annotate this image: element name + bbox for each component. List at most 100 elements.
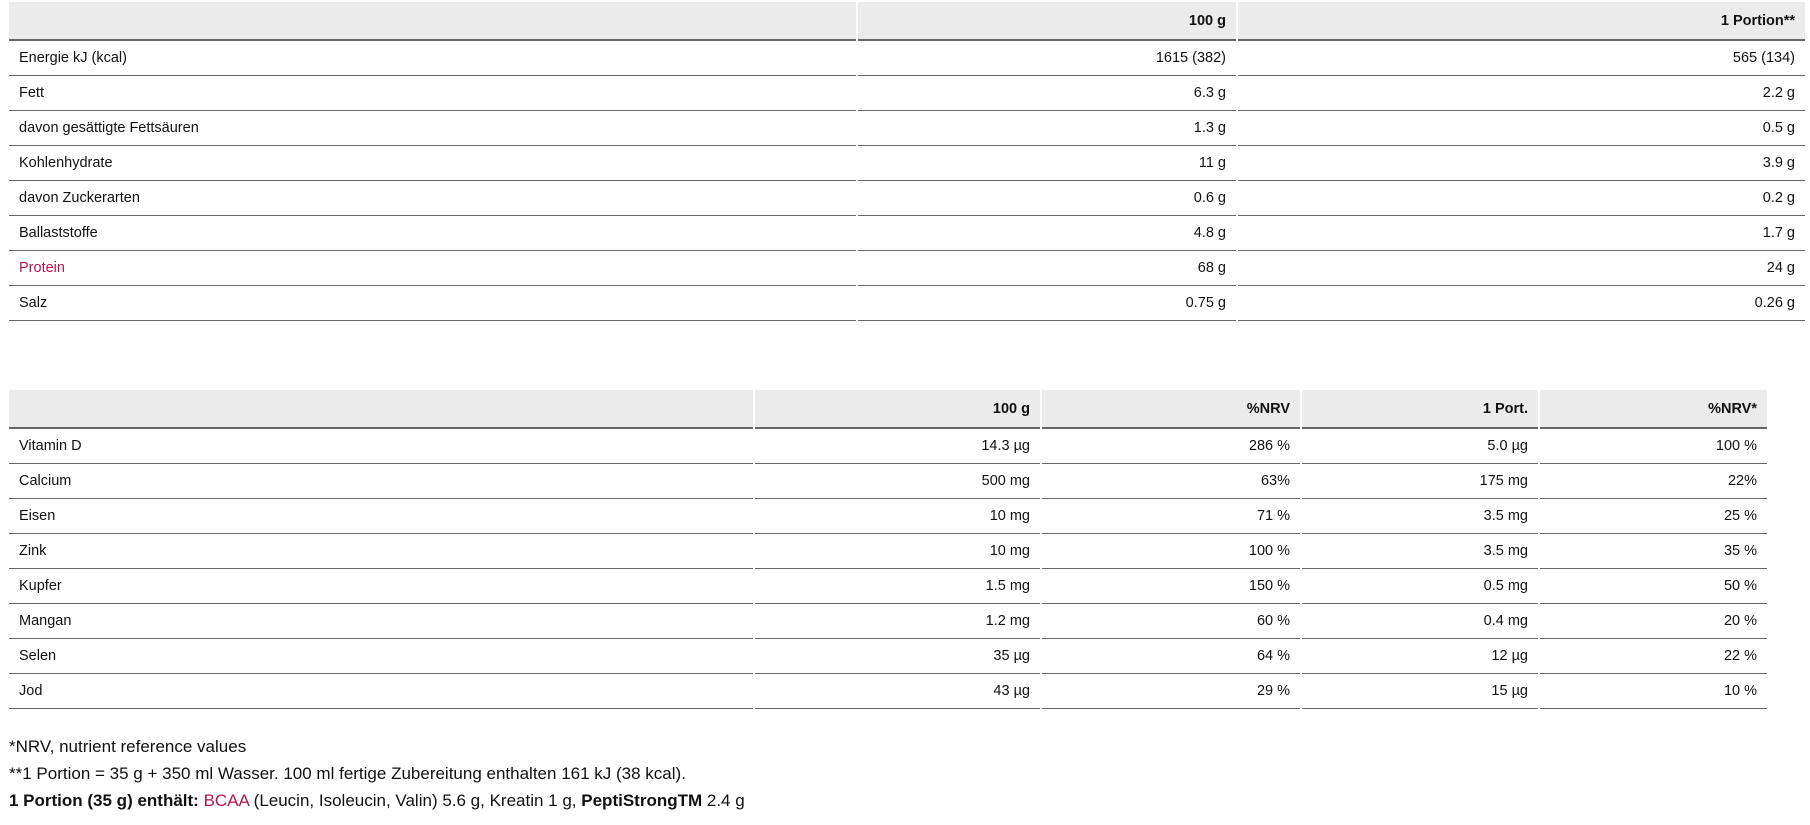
bcaa-detail: (Leucin, Isoleucin, Valin) 5.6 g, Kreati…: [248, 791, 582, 810]
peptistrong-label: PeptiStrongTM: [581, 791, 703, 810]
nutrient-value: 60 %: [1042, 604, 1300, 639]
table-row: Fett 6.3 g 2.2 g: [9, 76, 1805, 111]
header-cell: %NRV*: [1540, 390, 1767, 429]
nutrient-value: 5.0 µg: [1302, 429, 1538, 464]
nutrient-value: 1.2 mg: [755, 604, 1040, 639]
nutrient-value: 43 µg: [755, 674, 1040, 709]
nutrient-value: 100 %: [1540, 429, 1767, 464]
nutrient-name: Jod: [9, 674, 753, 709]
nutrient-name: Selen: [9, 639, 753, 674]
table-row: Zink 10 mg 100 % 3.5 mg 35 %: [9, 534, 1767, 569]
nutrient-value: 150 %: [1042, 569, 1300, 604]
nutrient-value: 2.2 g: [1238, 76, 1805, 111]
nutrient-value: 0.75 g: [858, 286, 1236, 321]
nutrient-value: 68 g: [858, 251, 1236, 286]
nutrient-value: 0.5 g: [1238, 111, 1805, 146]
nutrient-value: 100 %: [1042, 534, 1300, 569]
table-row: Eisen 10 mg 71 % 3.5 mg 25 %: [9, 499, 1767, 534]
nutrient-value: 25 %: [1540, 499, 1767, 534]
nutrient-name: Kupfer: [9, 569, 753, 604]
nutrient-value: 3.5 mg: [1302, 499, 1538, 534]
nutrient-value: 4.8 g: [858, 216, 1236, 251]
table-row: Mangan 1.2 mg 60 % 0.4 mg 20 %: [9, 604, 1767, 639]
nutrient-value: 12 µg: [1302, 639, 1538, 674]
nutrient-value: 14.3 µg: [755, 429, 1040, 464]
nutrient-value: 0.6 g: [858, 181, 1236, 216]
header-cell: [9, 390, 753, 429]
nutrient-value: 175 mg: [1302, 464, 1538, 499]
nutrient-name: davon Zuckerarten: [9, 181, 856, 216]
nutrient-name[interactable]: Protein: [9, 251, 856, 286]
table-row: Protein 68 g 24 g: [9, 251, 1805, 286]
nutrient-value: 565 (134): [1238, 41, 1805, 76]
vitamins-minerals-table: 100 g %NRV 1 Port. %NRV* Vitamin D 14.3 µ…: [7, 390, 1769, 709]
table-row: Kohlenhydrate 11 g 3.9 g: [9, 146, 1805, 181]
nutrient-name: Ballaststoffe: [9, 216, 856, 251]
nutrient-name: Salz: [9, 286, 856, 321]
contains-label: 1 Portion (35 g) enthält:: [9, 791, 199, 810]
nutrient-value: 10 %: [1540, 674, 1767, 709]
header-cell: [9, 2, 856, 41]
nutrient-name: Calcium: [9, 464, 753, 499]
nutrient-value: 24 g: [1238, 251, 1805, 286]
nutrient-value: 35 µg: [755, 639, 1040, 674]
table-row: Kupfer 1.5 mg 150 % 0.5 mg 50 %: [9, 569, 1767, 604]
nutrient-value: 6.3 g: [858, 76, 1236, 111]
nutrient-value: 63%: [1042, 464, 1300, 499]
nutrient-value: 22 %: [1540, 639, 1767, 674]
table-row: Energie kJ (kcal) 1615 (382) 565 (134): [9, 41, 1805, 76]
table-row: Jod 43 µg 29 % 15 µg 10 %: [9, 674, 1767, 709]
nutrient-value: 1.3 g: [858, 111, 1236, 146]
nutrient-value: 0.2 g: [1238, 181, 1805, 216]
table-row: Ballaststoffe 4.8 g 1.7 g: [9, 216, 1805, 251]
nutrient-value: 22%: [1540, 464, 1767, 499]
nutrition-table: 100 g 1 Portion** Energie kJ (kcal) 1615 …: [7, 2, 1807, 321]
header-cell: 100 g: [858, 2, 1236, 41]
table-header: 100 g %NRV 1 Port. %NRV*: [9, 390, 1767, 429]
table-row: Vitamin D 14.3 µg 286 % 5.0 µg 100 %: [9, 429, 1767, 464]
peptistrong-amount: 2.4 g: [702, 791, 745, 810]
nutrient-value: 3.5 mg: [1302, 534, 1538, 569]
nutrient-name: Energie kJ (kcal): [9, 41, 856, 76]
nutrient-value: 71 %: [1042, 499, 1300, 534]
nutrient-value: 20 %: [1540, 604, 1767, 639]
nutrient-value: 3.9 g: [1238, 146, 1805, 181]
nutrient-value: 10 mg: [755, 499, 1040, 534]
nutrient-value: 1615 (382): [858, 41, 1236, 76]
table-row: davon gesättigte Fettsäuren 1.3 g 0.5 g: [9, 111, 1805, 146]
nutrient-value: 29 %: [1042, 674, 1300, 709]
table-row: Calcium 500 mg 63% 175 mg 22%: [9, 464, 1767, 499]
nutrient-value: 64 %: [1042, 639, 1300, 674]
nutrient-name: davon gesättigte Fettsäuren: [9, 111, 856, 146]
nutrient-value: 0.26 g: [1238, 286, 1805, 321]
contains-footnote: 1 Portion (35 g) enthält: BCAA (Leucin, …: [9, 791, 745, 811]
nutrient-value: 50 %: [1540, 569, 1767, 604]
nutrient-name: Vitamin D: [9, 429, 753, 464]
nutrient-name: Eisen: [9, 499, 753, 534]
portion-footnote: **1 Portion = 35 g + 350 ml Wasser. 100 …: [9, 764, 686, 783]
table-header: 100 g 1 Portion**: [9, 2, 1805, 41]
nutrient-value: 10 mg: [755, 534, 1040, 569]
table-row: Selen 35 µg 64 % 12 µg 22 %: [9, 639, 1767, 674]
table-row: Salz 0.75 g 0.26 g: [9, 286, 1805, 321]
nutrient-value: 15 µg: [1302, 674, 1538, 709]
nrv-footnote: *NRV, nutrient reference values: [9, 737, 247, 756]
table-row: davon Zuckerarten 0.6 g 0.2 g: [9, 181, 1805, 216]
nutrient-name: Kohlenhydrate: [9, 146, 856, 181]
nutrient-value: 11 g: [858, 146, 1236, 181]
nutrient-value: 1.7 g: [1238, 216, 1805, 251]
nutrient-value: 0.5 mg: [1302, 569, 1538, 604]
nutrient-value: 500 mg: [755, 464, 1040, 499]
header-cell: 1 Port.: [1302, 390, 1538, 429]
header-cell: 1 Portion**: [1238, 2, 1805, 41]
nutrient-name: Zink: [9, 534, 753, 569]
nutrient-name: Fett: [9, 76, 856, 111]
header-cell: %NRV: [1042, 390, 1300, 429]
bcaa-link[interactable]: BCAA: [203, 791, 249, 810]
nutrient-value: 1.5 mg: [755, 569, 1040, 604]
nutrient-value: 286 %: [1042, 429, 1300, 464]
nutrient-value: 35 %: [1540, 534, 1767, 569]
nutrient-value: 0.4 mg: [1302, 604, 1538, 639]
nutrient-name: Mangan: [9, 604, 753, 639]
header-cell: 100 g: [755, 390, 1040, 429]
